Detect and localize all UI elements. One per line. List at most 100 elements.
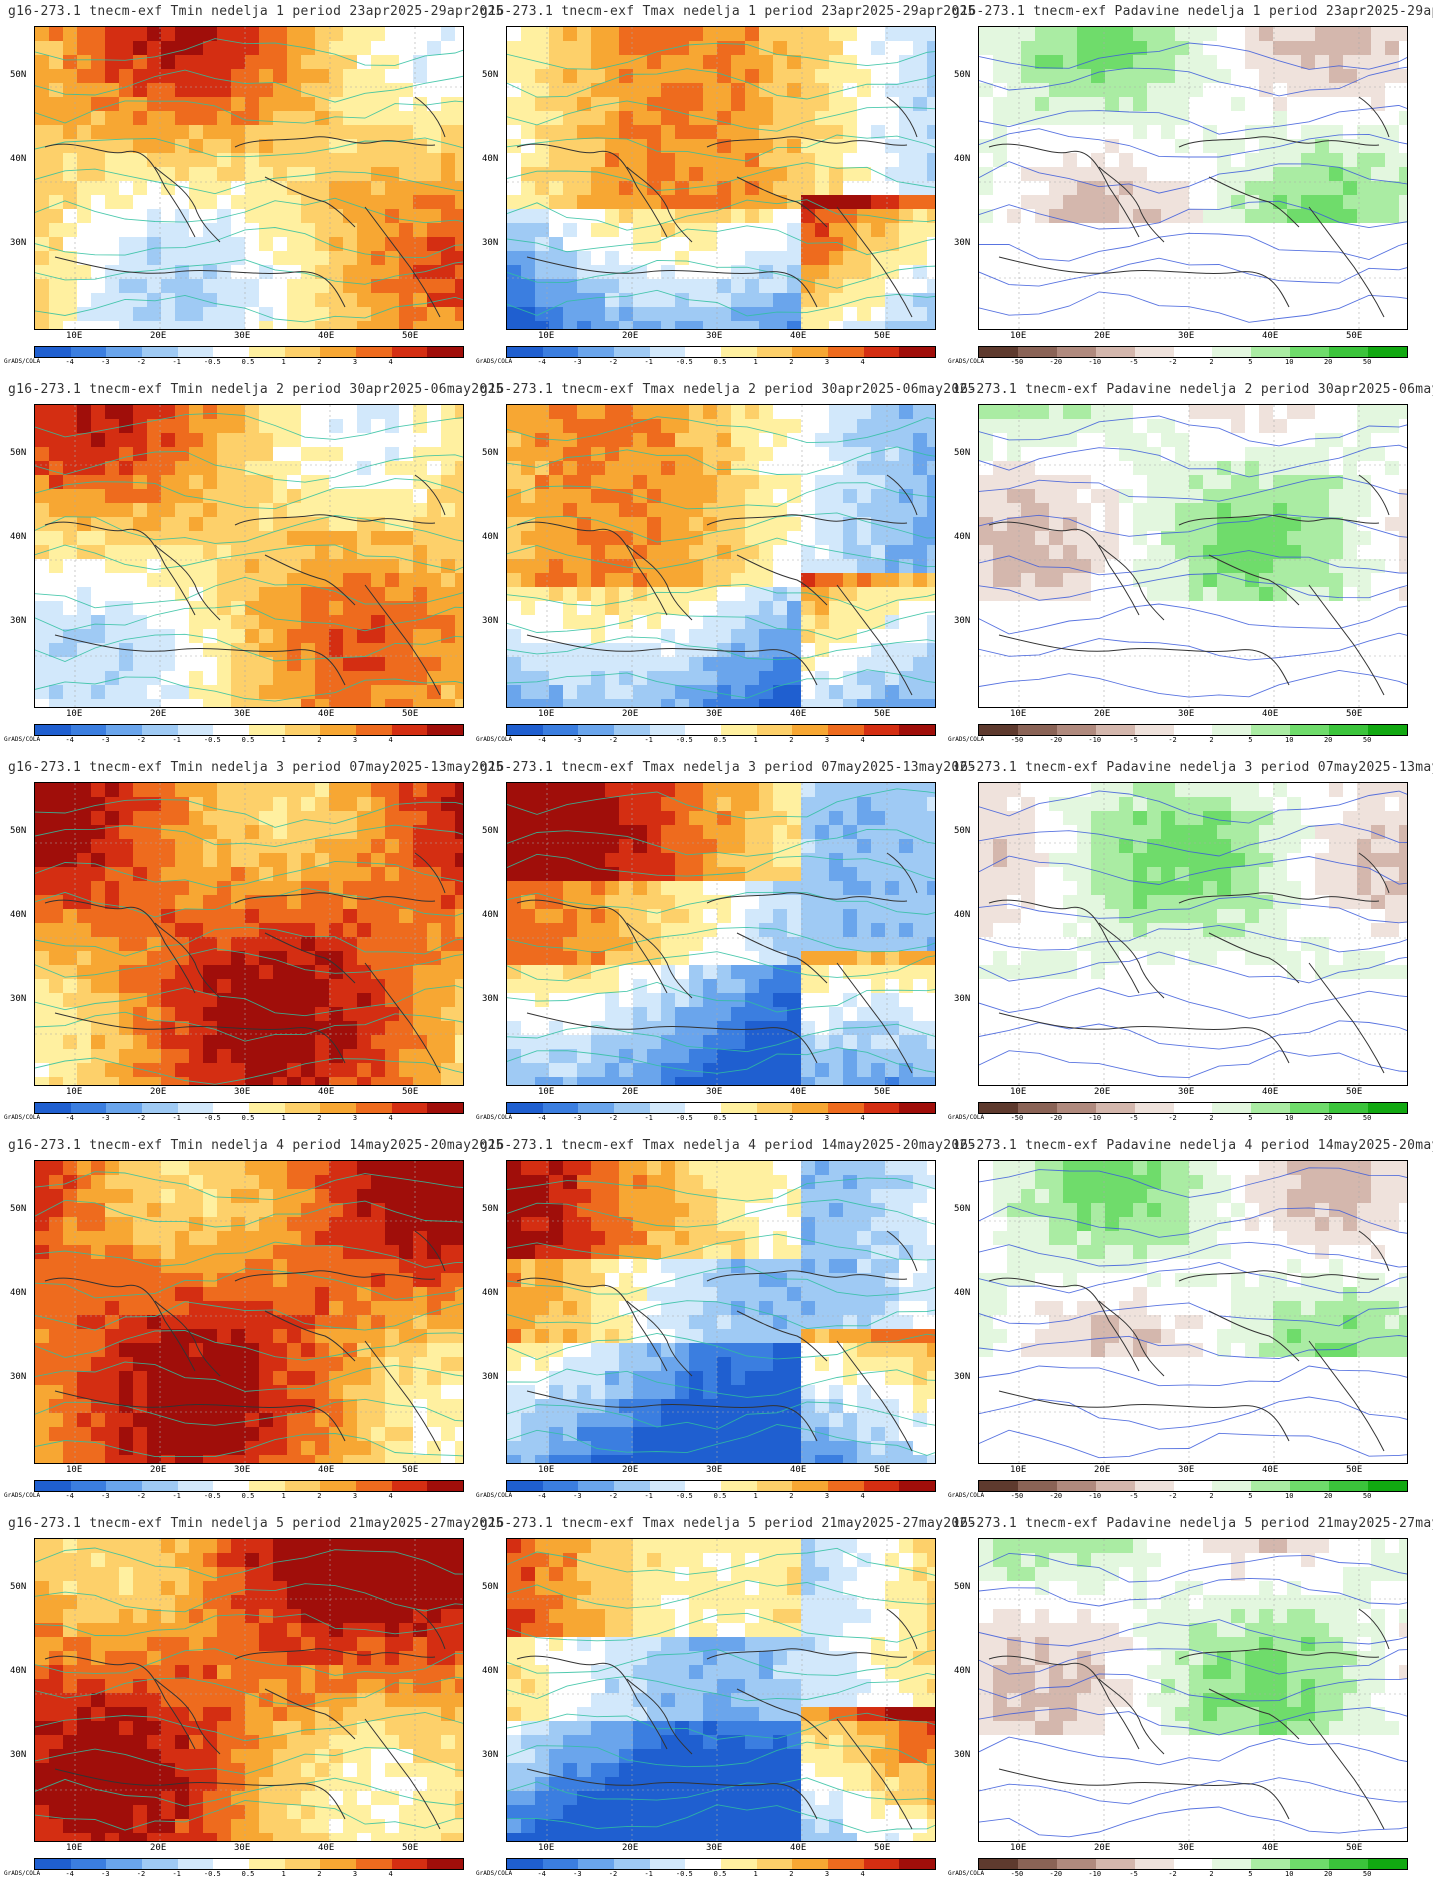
color-scale-label: 1	[281, 1492, 286, 1500]
latitude-label: 50N	[954, 1582, 971, 1592]
latitude-label: 50N	[10, 1204, 27, 1214]
longitude-label: 30E	[234, 331, 251, 341]
latitude-label: 40N	[10, 154, 27, 164]
color-scale-label: -2	[136, 1870, 146, 1878]
map-area	[978, 1160, 1408, 1464]
latitude-label: 40N	[482, 1288, 499, 1298]
color-scale-bar	[506, 724, 936, 736]
color-scale-swatch	[1056, 1481, 1096, 1491]
color-scale-swatch	[756, 725, 793, 735]
latitude-label: 40N	[482, 154, 499, 164]
color-scale-label: 3	[824, 736, 830, 744]
color-scale-swatch	[685, 347, 722, 357]
color-scale-label: 2	[317, 1492, 322, 1500]
panel-title: g16-273.1 tnecm-exf Tmin nedelja 3 perio…	[8, 760, 504, 775]
map-panel: 16-273.1 tnecm-exf Padavine nedelja 5 pe…	[948, 1514, 1433, 1889]
color-scale-label: -1	[172, 1114, 181, 1122]
color-scale-label: -50	[1010, 1114, 1024, 1122]
anomaly-field	[979, 1539, 1407, 1841]
color-scale-swatch	[284, 1481, 321, 1491]
longitude-label: 50E	[874, 1843, 891, 1853]
color-scale-label: 4	[860, 358, 865, 366]
panel-title: g16-273.1 tnecm-exf Tmin nedelja 1 perio…	[8, 4, 504, 19]
color-scale-label: -2	[136, 358, 146, 366]
longitude-label: 20E	[622, 1843, 639, 1853]
color-scale-label: -3	[573, 1492, 582, 1500]
color-scale-label: -0.5	[675, 358, 693, 366]
color-scale-label: -0.5	[203, 1492, 221, 1500]
longitude-label: 20E	[1094, 331, 1111, 341]
grads-watermark: GrADS/COLA	[4, 1114, 41, 1121]
map-area	[978, 26, 1408, 330]
map-area	[34, 782, 464, 1086]
color-scale-swatch	[828, 1103, 864, 1113]
anomaly-field	[507, 405, 935, 707]
color-scale-label: -4	[537, 358, 546, 366]
color-scale-label: 0.5	[241, 358, 255, 366]
color-scale-swatch	[756, 1481, 793, 1491]
color-scale-label: 4	[860, 1114, 865, 1122]
color-scale-swatch	[863, 347, 900, 357]
anomaly-field	[979, 27, 1407, 329]
latitude-label: 40N	[954, 1666, 971, 1676]
color-scale-label: 10	[1285, 736, 1294, 744]
map-area	[506, 404, 936, 708]
color-scale-swatch	[899, 347, 936, 357]
color-scale-swatch	[213, 1481, 250, 1491]
color-scale-swatch	[213, 1103, 250, 1113]
color-scale-swatch	[1017, 1859, 1057, 1869]
color-scale-swatch	[1134, 1859, 1174, 1869]
grads-watermark: GrADS/COLA	[476, 1492, 513, 1499]
color-scale-swatch	[1134, 725, 1174, 735]
grads-watermark: GrADS/COLA	[4, 1492, 41, 1499]
color-scale-swatch	[356, 725, 392, 735]
color-scale-swatch	[1368, 1859, 1407, 1869]
latitude-label: 30N	[10, 1372, 27, 1382]
longitude-label: 40E	[1262, 1843, 1279, 1853]
color-scale-label: 3	[352, 1114, 358, 1122]
color-scale-swatch	[356, 347, 392, 357]
latitude-label: 30N	[954, 994, 971, 1004]
color-scale-swatch	[792, 1103, 829, 1113]
color-scale-label: 3	[352, 1492, 358, 1500]
color-scale-label: 4	[860, 736, 865, 744]
longitude-label: 40E	[318, 709, 335, 719]
longitude-label: 10E	[538, 709, 555, 719]
longitude-label: 10E	[1010, 1087, 1027, 1097]
color-scale-label: 20	[1323, 358, 1333, 366]
color-scale-label: -1	[644, 1870, 653, 1878]
color-scale-label: 50	[1362, 358, 1372, 366]
color-scale-swatch	[1290, 1859, 1330, 1869]
color-scale-label: -10	[1088, 1114, 1102, 1122]
color-scale-swatch	[685, 1859, 722, 1869]
color-scale-swatch	[899, 1481, 936, 1491]
color-scale-swatch	[1368, 347, 1407, 357]
latitude-label: 40N	[954, 532, 971, 542]
map-panel: g16-273.1 tnecm-exf Tmin nedelja 1 perio…	[4, 2, 503, 377]
color-scale-label: 5	[1248, 1870, 1253, 1878]
longitude-label: 20E	[1094, 1087, 1111, 1097]
color-scale-bar	[506, 1102, 936, 1114]
longitude-label: 30E	[1178, 331, 1195, 341]
color-scale-label: -10	[1088, 736, 1102, 744]
map-panel: g16-273.1 tnecm-exf Tmin nedelja 5 perio…	[4, 1514, 503, 1889]
color-scale-label: 2	[317, 358, 322, 366]
color-scale-label: -10	[1088, 358, 1102, 366]
color-scale-label: -4	[65, 1870, 74, 1878]
color-scale-label: -5	[1129, 1870, 1138, 1878]
color-scale-swatch	[1056, 1859, 1096, 1869]
color-scale-swatch	[979, 725, 1018, 735]
latitude-label: 30N	[10, 238, 27, 248]
map-area	[506, 1160, 936, 1464]
anomaly-field	[979, 405, 1407, 707]
color-scale-swatch	[1095, 1481, 1135, 1491]
color-scale-swatch	[106, 1859, 143, 1869]
color-scale-swatch	[70, 1103, 107, 1113]
color-scale-swatch	[320, 1481, 357, 1491]
color-scale-label: 1	[281, 358, 286, 366]
color-scale-label: -4	[537, 1114, 546, 1122]
color-scale-swatch	[649, 1859, 686, 1869]
anomaly-field	[979, 783, 1407, 1085]
color-scale-label: -2	[136, 1492, 146, 1500]
color-scale-swatch	[142, 1103, 178, 1113]
